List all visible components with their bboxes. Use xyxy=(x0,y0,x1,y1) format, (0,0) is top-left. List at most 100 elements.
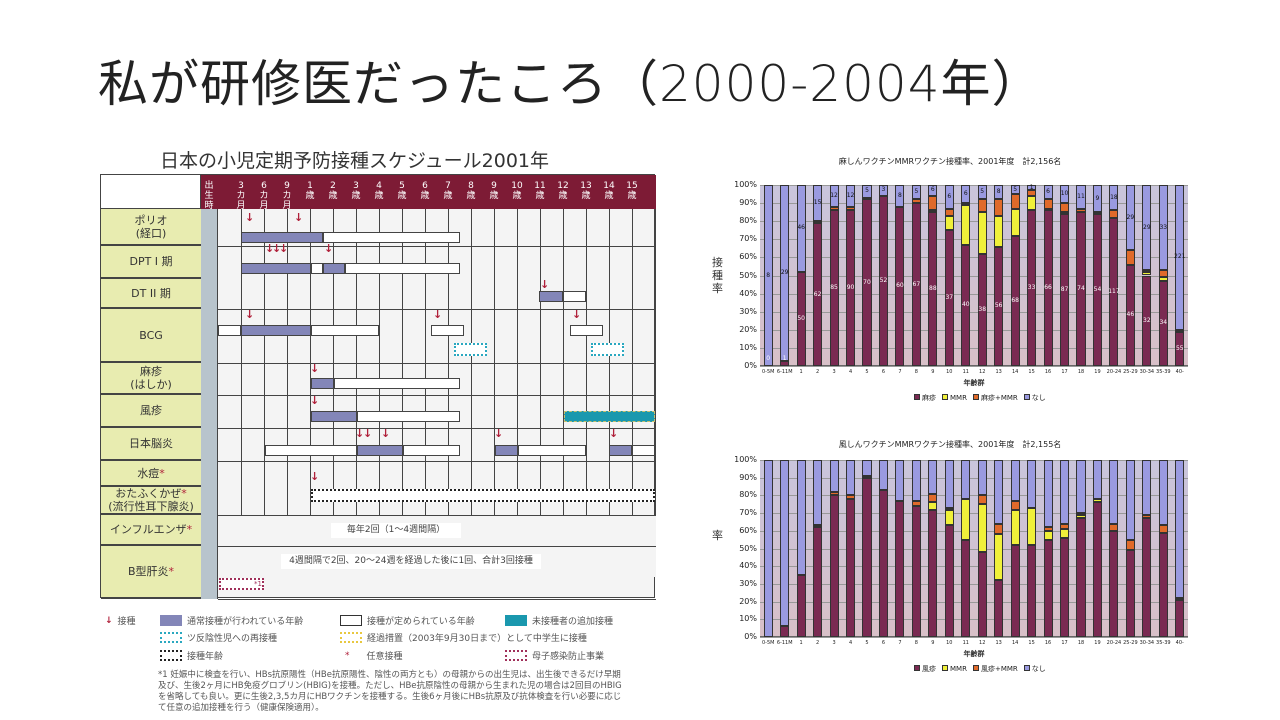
bar-segment xyxy=(1043,185,1053,200)
header-col: 5歳 xyxy=(397,181,407,201)
legend-text: 未接種者の追加接種 xyxy=(532,617,614,627)
bar-segment xyxy=(895,185,905,207)
x-tick-label: 25-29 xyxy=(1123,369,1138,375)
legend-transitional: 経過措置（2003年9月30日まで）として中学生に接種 xyxy=(340,631,587,644)
grid-line xyxy=(241,209,242,515)
bar-segment xyxy=(1142,460,1152,515)
grid-line xyxy=(471,209,472,515)
bar-segment xyxy=(1109,523,1119,531)
bar-segment xyxy=(878,460,888,491)
data-label: 67 xyxy=(912,280,921,288)
header-col: 10歳 xyxy=(511,181,523,201)
bar-segment xyxy=(994,534,1004,581)
row-label-text: (はしか) xyxy=(130,378,172,391)
legend-swatch xyxy=(972,665,979,671)
row-label-measles: 麻疹 (はしか) xyxy=(101,363,201,395)
bar-segment xyxy=(813,223,823,366)
bar-segment xyxy=(1027,185,1037,191)
y-tick-label: 60% xyxy=(739,525,757,535)
bar-segment xyxy=(1109,530,1119,637)
star-icon: * xyxy=(186,523,193,536)
row-label-text: インフルエンザ* xyxy=(110,523,192,536)
bar-segment xyxy=(829,460,839,492)
bar-segment xyxy=(862,475,872,478)
header-col: 9カ月 xyxy=(282,181,292,211)
data-label: 55 xyxy=(1175,344,1184,352)
bar-segment xyxy=(1125,550,1135,637)
data-label: 33 xyxy=(1159,223,1168,231)
bar-segment xyxy=(928,210,938,213)
bar-segment xyxy=(1125,539,1135,551)
row-label-hepb: B型肝炎* xyxy=(101,546,201,599)
row-label-polio: ポリオ (経口) xyxy=(101,209,201,246)
data-label: 29 xyxy=(1143,223,1151,231)
extra-swatch xyxy=(505,615,527,626)
arrow-icon: ↓ xyxy=(272,242,282,255)
legend-text: 接種 xyxy=(117,617,136,627)
bar-segment xyxy=(1142,271,1152,276)
star-icon: * xyxy=(181,487,187,500)
bar-segment xyxy=(944,507,954,510)
data-label: 32 xyxy=(1143,316,1151,324)
data-label: 87 xyxy=(1060,285,1069,293)
bar-segment xyxy=(1092,185,1102,213)
row-divider xyxy=(218,246,656,247)
gridline xyxy=(760,329,1188,331)
header-col: 4歳 xyxy=(374,181,384,201)
x-tick-label: 11 xyxy=(962,369,969,375)
legend-extra: 未接種者の追加接種 xyxy=(505,614,613,627)
gridline xyxy=(760,495,1188,497)
header-col: 2歳 xyxy=(328,181,338,201)
gridline xyxy=(760,347,1188,349)
y-tick-label: 60% xyxy=(739,252,757,262)
schedule-bar xyxy=(323,263,345,274)
grid-line xyxy=(632,209,633,515)
y-tick-label: 30% xyxy=(739,578,757,588)
legend-item: MMR xyxy=(942,394,967,402)
bar-segment xyxy=(1043,210,1053,366)
gridline xyxy=(760,530,1188,532)
arrow-icon: ↓ xyxy=(310,470,320,483)
x-tick-label: 7 xyxy=(898,640,902,646)
bar-segment xyxy=(928,212,938,366)
bar-segment xyxy=(846,495,856,499)
bar-segment xyxy=(878,195,888,366)
row-label-text: 水痘* xyxy=(137,467,165,480)
bar-segment xyxy=(862,197,872,200)
transitional-swatch xyxy=(340,632,362,643)
bar-segment xyxy=(1109,210,1119,218)
bar-segment xyxy=(1010,185,1020,195)
legend-text: 接種年齢 xyxy=(187,652,224,662)
schedule-bar xyxy=(357,411,460,422)
gridline xyxy=(760,619,1188,621)
row-label-varicella: 水痘* xyxy=(101,461,201,487)
bar-segment xyxy=(994,523,1004,535)
grid-line xyxy=(379,209,380,515)
x-tick-label: 13 xyxy=(995,369,1002,375)
schedule-bar xyxy=(357,445,403,456)
schedule-bar xyxy=(323,232,460,243)
y-tick-label: 0% xyxy=(744,632,757,641)
footnote: *1 妊娠中に検査を行い、HBs抗原陽性（HBe抗原陽性、陰性の両方とも）の母親… xyxy=(158,670,622,713)
x-tick-label: 3 xyxy=(832,369,836,375)
bar-segment xyxy=(1076,185,1086,209)
x-tick-label: 35-39 xyxy=(1156,640,1171,646)
data-label: 85 xyxy=(830,284,838,292)
bar-segment xyxy=(796,575,806,637)
x-tick-label: 17 xyxy=(1061,369,1068,375)
x-tick-label: 19 xyxy=(1094,640,1101,646)
bar-segment xyxy=(1109,460,1119,524)
x-tick-label: 20-24 xyxy=(1106,640,1122,646)
y-tick-label: 90% xyxy=(739,198,757,208)
bar-segment xyxy=(1158,280,1168,366)
bar-segment xyxy=(813,525,823,528)
bar-segment xyxy=(1076,212,1086,366)
schedule-bar: *1 xyxy=(219,578,264,590)
data-label: 29 xyxy=(1126,213,1135,221)
y-tick-label: 0% xyxy=(744,361,757,370)
gridline xyxy=(760,460,1188,461)
bar-segment xyxy=(846,460,856,496)
gridline xyxy=(760,366,1188,367)
schedule-legend: ↓ 接種 通常接種が行われている年齢 接種が定められている年齢 未接種者の追加接種… xyxy=(105,614,665,664)
arrow-icon: ↓ xyxy=(310,394,320,407)
